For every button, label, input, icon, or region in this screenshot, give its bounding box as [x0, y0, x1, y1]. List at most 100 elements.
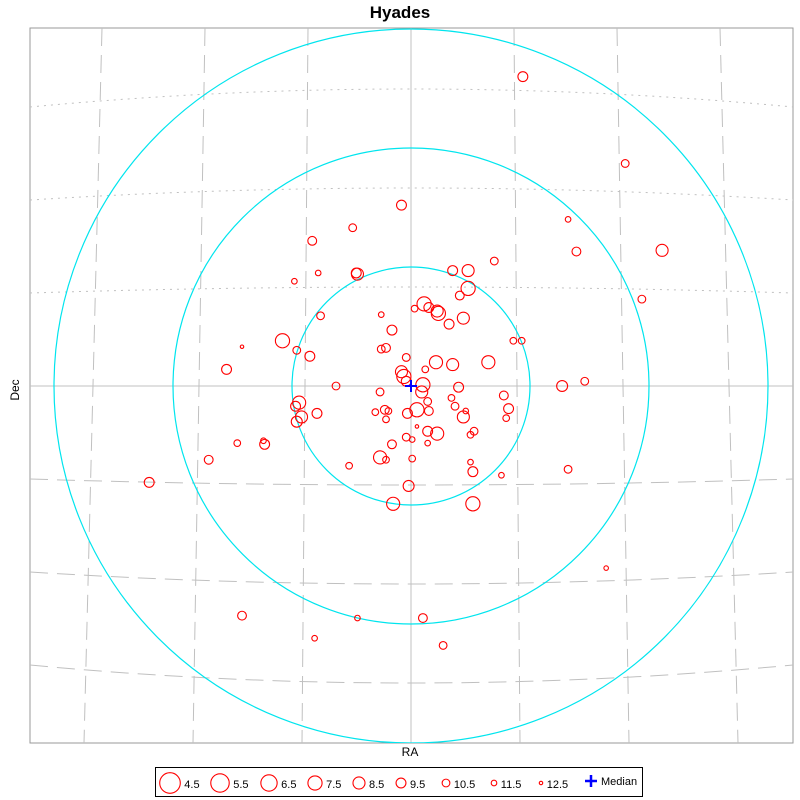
- legend-symbol-6-5: [260, 774, 278, 792]
- star-point: [460, 280, 476, 297]
- star-point: [307, 235, 318, 246]
- star-point: [509, 336, 518, 345]
- legend-symbol-9-5: [395, 777, 407, 789]
- distance-ring: [53, 28, 769, 743]
- star-point: [237, 610, 247, 621]
- star-point: [450, 401, 460, 411]
- legend: 4.5 5.5 6.5 7.5 8.5 9.5 10.5 11.5 12.5 Median: [155, 767, 643, 797]
- star-point: [489, 256, 499, 266]
- star-point: [465, 496, 481, 512]
- legend-label-median: Median: [601, 776, 637, 788]
- legend-entries: 4.5 5.5 6.5 7.5 8.5 9.5 10.5 11.5 12.5 Median: [159, 772, 637, 794]
- legend-label-8-5: 8.5: [369, 779, 384, 791]
- star-point: [292, 345, 302, 355]
- star-point: [382, 415, 390, 424]
- star-point: [556, 379, 569, 393]
- star-point: [456, 311, 470, 325]
- star-point: [428, 355, 444, 370]
- star-point: [416, 296, 432, 312]
- star-point: [311, 634, 318, 642]
- star-point: [443, 318, 455, 330]
- y-axis-label: Dec: [8, 379, 22, 401]
- legend-label-11-5: 11.5: [501, 779, 522, 791]
- star-point: [467, 458, 474, 466]
- star-point: [372, 450, 388, 465]
- legend-label-4-5: 4.5: [184, 779, 199, 791]
- star-point: [414, 424, 420, 429]
- star-point: [239, 344, 245, 350]
- star-point: [498, 471, 505, 479]
- chart-title: Hyades: [369, 3, 431, 22]
- grid-ra-line: [192, 28, 206, 743]
- star-point: [304, 350, 316, 362]
- distance-rings: [53, 28, 769, 743]
- star-point: [563, 464, 573, 474]
- grid-dec-line: [30, 571, 793, 585]
- star-point: [453, 381, 465, 393]
- star-point: [415, 377, 431, 393]
- star-point: [423, 406, 434, 416]
- star-point: [467, 466, 479, 478]
- grid-dec-line: [30, 664, 793, 684]
- star-point: [379, 404, 390, 415]
- star-point: [294, 410, 309, 424]
- legend-label-10-5: 10.5: [454, 779, 475, 791]
- legend-symbol-4-5: [159, 772, 181, 794]
- star-point: [375, 387, 385, 397]
- star-point: [386, 324, 398, 336]
- star-point: [348, 223, 358, 233]
- x-axis-label: RA: [401, 745, 419, 759]
- star-point: [454, 290, 465, 301]
- star-point: [517, 71, 529, 83]
- star-point: [376, 344, 386, 354]
- star-point: [345, 461, 354, 470]
- star-point: [637, 294, 647, 304]
- star-point: [395, 199, 407, 211]
- star-point: [430, 426, 445, 441]
- legend-label-12-5: 12.5: [547, 779, 568, 791]
- grid-ra-line: [513, 28, 521, 743]
- star-point: [417, 613, 428, 624]
- star-point: [447, 394, 456, 402]
- legend-symbol-10-5: [441, 778, 451, 788]
- star-point: [402, 479, 415, 492]
- star-point: [456, 410, 470, 424]
- star-point: [461, 264, 475, 278]
- star-point: [311, 407, 323, 419]
- star-point: [290, 400, 302, 412]
- star-point: [290, 415, 303, 428]
- legend-symbol-5-5: [210, 773, 230, 793]
- star-point: [564, 216, 572, 223]
- star-point: [381, 342, 391, 353]
- star-point: [655, 243, 669, 257]
- star-point: [401, 407, 413, 419]
- legend-label-9-5: 9.5: [410, 779, 425, 791]
- legend-label-7-5: 7.5: [326, 779, 341, 791]
- legend-symbol-7-5: [307, 775, 323, 791]
- grid-ra-line: [301, 28, 309, 743]
- median-marker: [405, 380, 417, 392]
- star-point: [421, 365, 430, 374]
- star-point: [438, 640, 448, 650]
- star-point: [203, 454, 214, 465]
- star-point: [447, 265, 459, 277]
- star-point: [446, 358, 460, 372]
- legend-symbol-11-5: [490, 779, 498, 787]
- star-points: [143, 71, 669, 650]
- grid-ra-line: [616, 28, 630, 743]
- star-point: [384, 407, 393, 415]
- star-point: [396, 368, 412, 385]
- grid-ra-line: [719, 28, 739, 743]
- star-point: [410, 304, 419, 313]
- star-point: [603, 565, 609, 571]
- star-point: [233, 439, 242, 448]
- legend-symbol-12-5: [538, 780, 544, 786]
- star-point: [350, 267, 365, 281]
- grid-dec-line: [30, 478, 793, 486]
- star-point: [503, 403, 515, 415]
- star-point: [580, 376, 590, 386]
- star-point: [386, 496, 401, 511]
- legend-label-6-5: 6.5: [281, 779, 296, 791]
- star-point: [401, 353, 411, 362]
- star-point: [517, 336, 526, 345]
